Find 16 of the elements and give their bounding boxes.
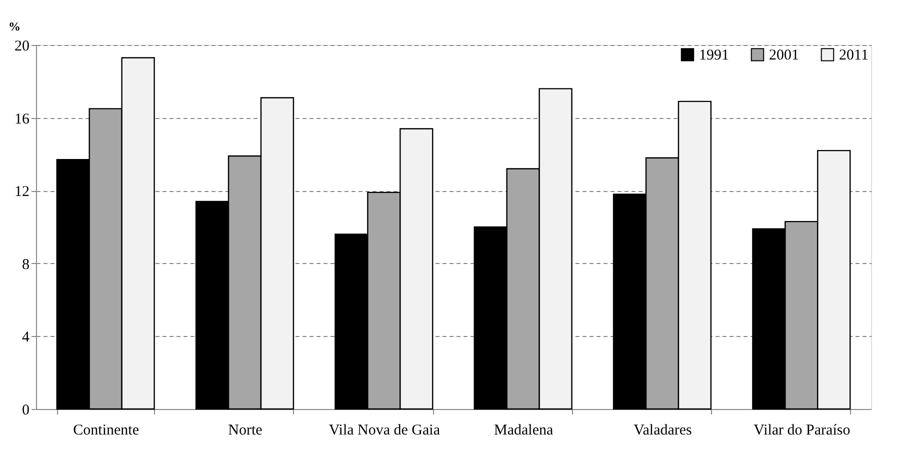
x-tick-label: Vila Nova de Gaia (328, 422, 440, 438)
y-tick-label: 16 (14, 111, 30, 128)
y-tick-label: 12 (14, 184, 30, 200)
y-tick-label: 0 (22, 402, 30, 418)
x-tick-label: Valadares (634, 422, 692, 438)
x-tick-label: Vilar do Paraíso (754, 422, 850, 438)
x-tick-label: Continente (73, 422, 140, 438)
y-tick-label: 4 (22, 330, 30, 346)
y-tick-label: 20 (14, 38, 30, 54)
legend-label: 2001 (769, 48, 799, 64)
legend-label: 2011 (839, 48, 868, 64)
legend-label: 1991 (699, 48, 729, 64)
x-tick-label: Norte (228, 422, 263, 438)
y-tick-label: 8 (22, 256, 30, 273)
x-tick-label: Madalena (494, 422, 554, 438)
y-axis-title: % (8, 20, 20, 34)
